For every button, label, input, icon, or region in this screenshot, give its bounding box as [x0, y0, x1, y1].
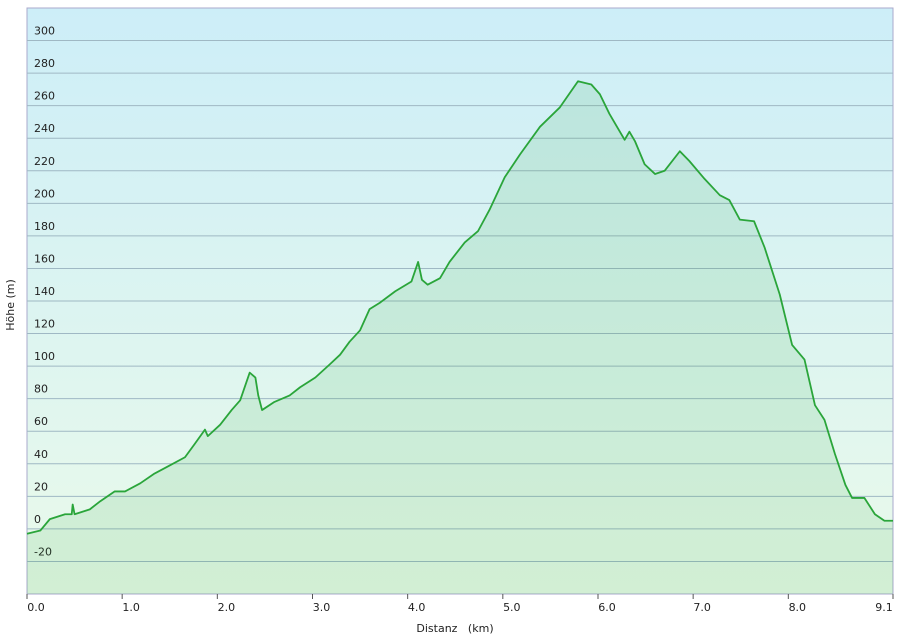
y-tick-label: 300 [34, 25, 55, 38]
x-axis-label: Distanz (km) [416, 622, 493, 635]
x-tick-label: 7.0 [693, 601, 711, 614]
x-tick-label: 2.0 [218, 601, 236, 614]
y-tick-label: 200 [34, 187, 55, 200]
x-tick-label: 6.0 [598, 601, 616, 614]
x-tick-label: 1.0 [122, 601, 140, 614]
x-tick-label: 3.0 [313, 601, 331, 614]
y-tick-label: 60 [34, 415, 48, 428]
y-tick-label: 20 [34, 480, 48, 493]
y-tick-label: 40 [34, 448, 48, 461]
y-tick-label: 140 [34, 285, 55, 298]
y-tick-label: 240 [34, 122, 55, 135]
x-tick-label: 4.0 [408, 601, 426, 614]
x-tick-label: 0.0 [27, 601, 45, 614]
x-tick-label: 9.1 [875, 601, 893, 614]
y-tick-label: 100 [34, 350, 55, 363]
y-tick-label: 120 [34, 318, 55, 331]
y-tick-label: -20 [34, 545, 52, 558]
y-tick-label: 180 [34, 220, 55, 233]
y-tick-label: 0 [34, 513, 41, 526]
y-tick-label: 220 [34, 155, 55, 168]
x-tick-label: 5.0 [503, 601, 521, 614]
y-tick-label: 280 [34, 57, 55, 70]
y-tick-label: 80 [34, 383, 48, 396]
x-tick-label: 8.0 [789, 601, 807, 614]
y-tick-label: 260 [34, 90, 55, 103]
area-fill [27, 81, 893, 594]
elevation-line [26, 80, 893, 535]
y-axis-label: Höhe (m) [4, 279, 17, 331]
y-tick-label: 160 [34, 252, 55, 265]
